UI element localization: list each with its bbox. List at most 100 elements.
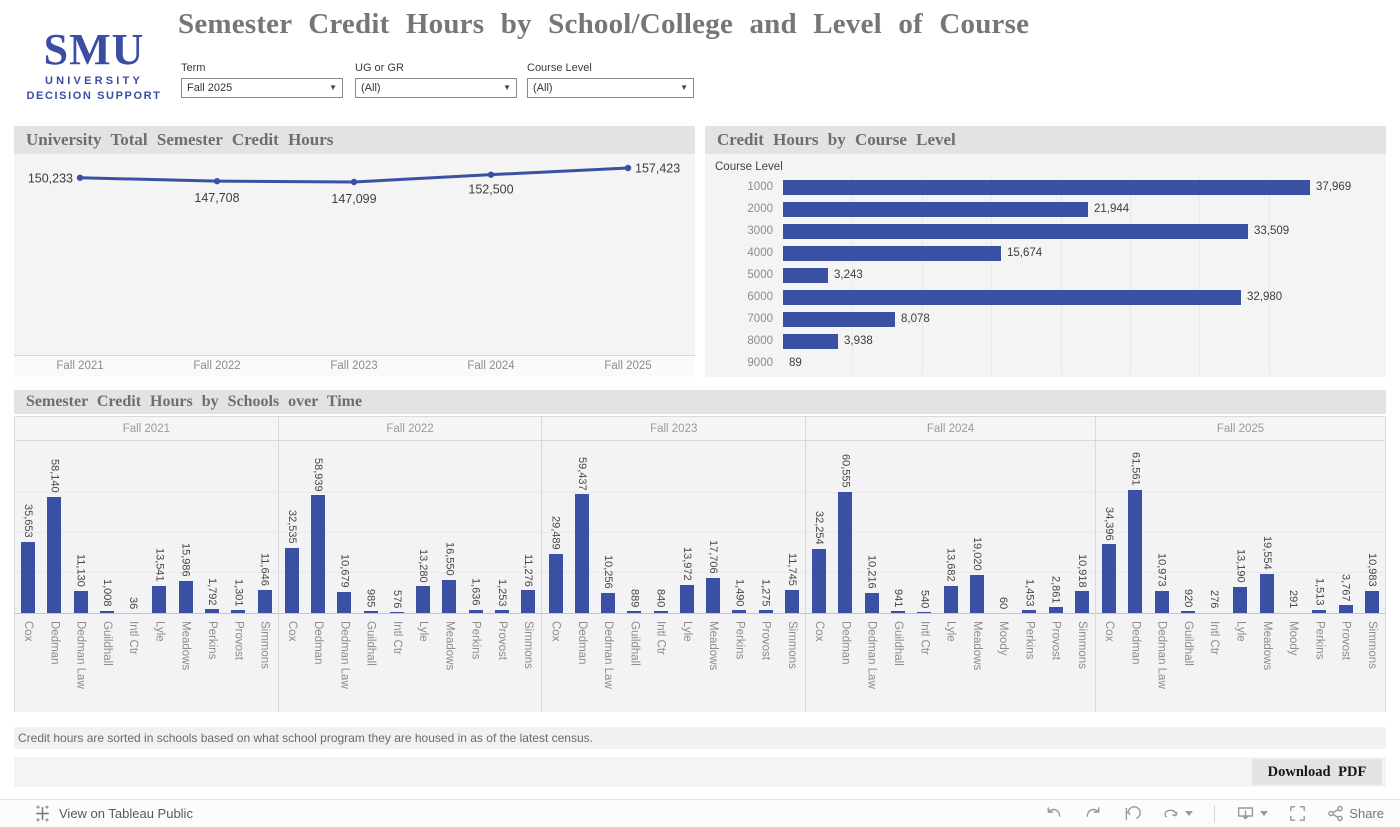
school-bar-dedman[interactable]: [47, 497, 62, 613]
bar-slot: 11,130: [68, 441, 94, 613]
school-bar-intl-ctr[interactable]: [389, 612, 404, 613]
replay-button[interactable]: [1123, 805, 1142, 822]
filter-term-select[interactable]: Fall 2025 ▼: [181, 78, 343, 98]
school-bar-cox[interactable]: [548, 554, 563, 613]
panel-schools-over-time: Semester Credit Hours by Schools over Ti…: [14, 390, 1386, 713]
school-bar-guildhall[interactable]: [627, 611, 642, 613]
data-point-fall-2021[interactable]: [76, 174, 84, 181]
school-bar-guildhall[interactable]: [99, 611, 114, 613]
fullscreen-button[interactable]: [1289, 805, 1306, 822]
level-bar-5000[interactable]: [783, 267, 828, 283]
school-bar-simmons[interactable]: [257, 590, 272, 613]
school-bar-intl-ctr[interactable]: [653, 611, 668, 613]
redo-button[interactable]: [1084, 806, 1102, 822]
school-bar-lyle[interactable]: [1233, 587, 1248, 613]
school-bar-meadows[interactable]: [1259, 574, 1274, 613]
school-bar-dedman[interactable]: [311, 495, 326, 613]
level-bar-8000[interactable]: [783, 333, 838, 349]
school-bar-lyle[interactable]: [152, 586, 167, 613]
school-bar-provost[interactable]: [231, 610, 246, 613]
school-bar-lyle[interactable]: [943, 586, 958, 613]
bar-slot: 19,020: [964, 441, 990, 613]
school-label-cell: Cox: [279, 614, 305, 712]
level-bar-3000[interactable]: [783, 223, 1248, 239]
view-on-tableau-public-link[interactable]: View on Tableau Public: [34, 800, 193, 827]
school-bar-perkins[interactable]: [204, 609, 219, 613]
school-bar-dedman-law[interactable]: [73, 591, 88, 613]
gridline: [1096, 492, 1385, 493]
filter-course-level-select[interactable]: (All) ▼: [527, 78, 694, 98]
school-bar-provost[interactable]: [1048, 607, 1063, 613]
bar-slot: 16,550: [436, 441, 462, 613]
school-bar-dedman[interactable]: [1128, 490, 1143, 613]
school-label: Guildhall: [1181, 621, 1194, 666]
school-bar-dedman-law[interactable]: [864, 593, 879, 613]
refresh-button[interactable]: [1162, 806, 1194, 822]
school-bar-perkins[interactable]: [468, 610, 483, 613]
school-bar-cox[interactable]: [812, 549, 827, 613]
school-bar-simmons[interactable]: [521, 590, 536, 613]
school-bar-cox[interactable]: [284, 548, 299, 613]
school-label: Simmons: [522, 621, 535, 669]
school-bar-dedman-law[interactable]: [601, 593, 616, 613]
school-bar-meadows[interactable]: [969, 575, 984, 613]
school-bar-provost[interactable]: [1338, 605, 1353, 613]
chevron-down-icon[interactable]: ▼: [680, 83, 688, 92]
school-bar-perkins[interactable]: [1022, 610, 1037, 613]
school-bar-meadows[interactable]: [442, 580, 457, 613]
level-bar-7000[interactable]: [783, 311, 895, 327]
filter-ug-gr-select[interactable]: (All) ▼: [355, 78, 517, 98]
school-bar-intl-ctr[interactable]: [917, 612, 932, 613]
gridline: [542, 572, 806, 573]
school-bar-cox[interactable]: [21, 542, 36, 613]
chevron-down-icon[interactable]: ▼: [329, 83, 337, 92]
bar-slot: 1,636: [463, 441, 489, 613]
school-bar-cox[interactable]: [1102, 544, 1117, 613]
school-bar-guildhall[interactable]: [363, 611, 378, 613]
toolbar-actions: Share: [1045, 800, 1384, 827]
level-bar-2000[interactable]: [783, 201, 1088, 217]
school-bar-lyle[interactable]: [679, 585, 694, 613]
data-point-fall-2022[interactable]: [213, 177, 221, 185]
undo-button[interactable]: [1045, 806, 1063, 822]
download-pdf-button[interactable]: Download PDF: [1252, 759, 1382, 785]
school-bar-dedman-law[interactable]: [1154, 591, 1169, 613]
school-label-cell: Provost: [489, 614, 515, 712]
school-bar-simmons[interactable]: [784, 590, 799, 613]
school-bar-provost[interactable]: [494, 610, 509, 613]
school-label-cell: Lyle: [1227, 614, 1253, 712]
facets: Fall 2021 35,653 58,140 11,130 1,008 36 13,541…: [14, 416, 1386, 712]
share-button[interactable]: Share: [1327, 805, 1384, 822]
school-bar-simmons[interactable]: [1364, 591, 1379, 613]
data-point-fall-2024[interactable]: [487, 171, 495, 178]
filter-course-level-label: Course Level: [527, 62, 592, 74]
school-bar-perkins[interactable]: [1312, 610, 1327, 613]
school-bar-dedman[interactable]: [574, 494, 589, 613]
filter-term-value: Fall 2025: [187, 82, 233, 94]
bar-value-label: 11,276: [522, 553, 535, 587]
chevron-down-icon[interactable]: ▼: [503, 83, 511, 92]
level-bar-4000[interactable]: [783, 245, 1001, 261]
school-bar-meadows[interactable]: [178, 581, 193, 613]
school-bar-lyle[interactable]: [416, 586, 431, 613]
school-label-cell: Dedman: [1122, 614, 1148, 712]
bar-slot: 11,646: [251, 441, 277, 613]
level-bar-1000[interactable]: [783, 179, 1310, 195]
data-point-fall-2025[interactable]: [624, 164, 632, 172]
bar-slot: 60: [990, 441, 1016, 613]
data-point-fall-2023[interactable]: [350, 178, 358, 186]
school-bar-dedman[interactable]: [838, 492, 853, 613]
school-bar-guildhall[interactable]: [890, 611, 905, 613]
display-download-button[interactable]: [1236, 805, 1269, 822]
school-bar-provost[interactable]: [758, 610, 773, 613]
level-bar-6000[interactable]: [783, 289, 1241, 305]
school-bar-guildhall[interactable]: [1180, 611, 1195, 613]
school-bar-simmons[interactable]: [1074, 591, 1089, 613]
line-chart-x-axis: Fall 2021 Fall 2022 Fall 2023 Fall 2024 Fall…: [14, 355, 695, 377]
data-point-label: 147,708: [194, 191, 239, 205]
school-bar-perkins[interactable]: [732, 610, 747, 613]
school-label-cell: Dedman: [41, 614, 67, 712]
bar-slot: 11,745: [779, 441, 805, 613]
school-bar-dedman-law[interactable]: [337, 592, 352, 613]
school-bar-meadows[interactable]: [706, 578, 721, 613]
